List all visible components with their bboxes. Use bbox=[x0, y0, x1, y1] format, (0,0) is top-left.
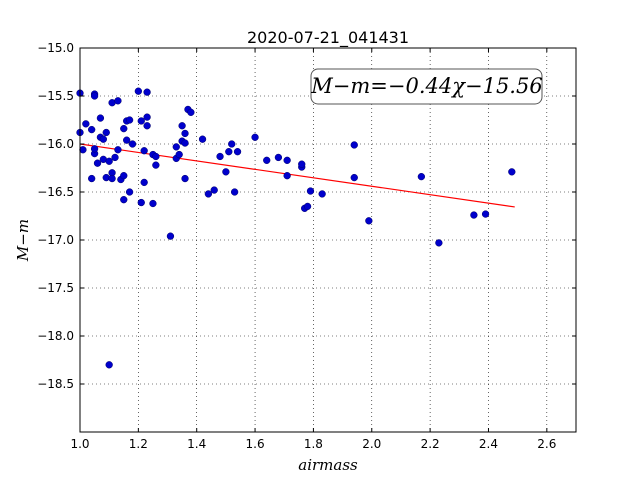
data-point bbox=[120, 124, 128, 133]
y-tick-label: −17.5 bbox=[37, 281, 74, 295]
x-tick-label: 2.4 bbox=[479, 437, 498, 451]
x-tick-label: 1.8 bbox=[304, 437, 323, 451]
data-point bbox=[166, 232, 175, 240]
y-tick-label: −15.5 bbox=[37, 89, 74, 103]
data-point bbox=[96, 114, 105, 122]
data-point bbox=[120, 196, 128, 204]
data-point bbox=[137, 198, 145, 207]
data-point bbox=[137, 117, 145, 125]
data-point bbox=[187, 108, 195, 116]
data-point bbox=[251, 133, 259, 141]
data-point bbox=[88, 174, 96, 183]
data-point bbox=[149, 199, 157, 208]
data-point bbox=[303, 202, 312, 211]
x-tick-label: 2.2 bbox=[421, 437, 440, 451]
data-point bbox=[90, 145, 99, 153]
data-point bbox=[125, 188, 134, 196]
data-point bbox=[283, 172, 291, 180]
data-point bbox=[263, 156, 271, 164]
data-point bbox=[481, 210, 490, 218]
data-point bbox=[365, 217, 373, 225]
x-tick-label: 1.6 bbox=[246, 437, 265, 451]
data-point bbox=[88, 125, 96, 134]
x-tick-label: 1.0 bbox=[70, 437, 89, 451]
x-tick-label: 2.6 bbox=[537, 437, 556, 451]
data-point bbox=[228, 140, 236, 148]
data-point bbox=[125, 116, 134, 124]
data-point bbox=[172, 143, 180, 151]
data-point bbox=[120, 172, 128, 180]
data-point bbox=[306, 187, 315, 195]
data-point bbox=[225, 148, 233, 156]
data-point bbox=[140, 147, 148, 155]
y-axis-label: M−m bbox=[14, 219, 32, 262]
data-point bbox=[99, 135, 107, 143]
data-point bbox=[152, 152, 160, 161]
y-tick-label: −18.5 bbox=[37, 377, 74, 391]
data-point bbox=[470, 211, 478, 219]
data-point bbox=[134, 87, 143, 95]
data-point bbox=[350, 141, 358, 149]
y-tick-label: −16.0 bbox=[37, 137, 74, 151]
data-point bbox=[105, 157, 113, 165]
data-point bbox=[204, 190, 213, 198]
data-point bbox=[114, 97, 122, 105]
data-point bbox=[93, 159, 102, 167]
x-tick-label: 1.4 bbox=[187, 437, 206, 451]
data-point bbox=[181, 174, 189, 183]
data-point bbox=[79, 146, 87, 154]
y-tick-label: −15.0 bbox=[37, 41, 74, 55]
data-point bbox=[178, 122, 186, 130]
data-point bbox=[318, 190, 326, 198]
y-tick-label: −16.5 bbox=[37, 185, 74, 199]
data-point bbox=[175, 150, 183, 159]
chart-title: 2020-07-21_041431 bbox=[247, 28, 409, 48]
data-point bbox=[233, 148, 242, 156]
data-point bbox=[152, 161, 160, 169]
data-point bbox=[198, 135, 207, 143]
y-tick-label: −17.0 bbox=[37, 233, 74, 247]
data-point bbox=[274, 153, 283, 162]
data-point bbox=[114, 146, 122, 154]
data-point bbox=[105, 361, 113, 369]
data-point bbox=[123, 136, 131, 144]
x-tick-label: 2.0 bbox=[362, 437, 381, 451]
data-point bbox=[143, 122, 151, 130]
tick-labels: 1.0 1.2 1.4 1.6 1.8 2.0 2.2 2.4 2.6 −15.0 −15.5 −16… bbox=[37, 41, 556, 451]
data-point bbox=[82, 120, 90, 128]
data-point bbox=[143, 113, 151, 121]
data-point bbox=[435, 239, 443, 247]
annotation-box bbox=[310, 68, 543, 105]
data-point bbox=[222, 168, 230, 176]
data-point bbox=[181, 139, 189, 147]
data-point bbox=[90, 92, 99, 100]
data-point bbox=[181, 129, 189, 138]
data-point bbox=[111, 153, 119, 162]
data-point bbox=[210, 186, 218, 194]
data-point bbox=[283, 156, 291, 164]
data-point bbox=[140, 178, 148, 187]
data-point bbox=[128, 140, 137, 148]
ticks bbox=[79, 47, 576, 432]
data-point bbox=[102, 128, 110, 137]
fit-annotation: M−m=−0.44χ−15.56 bbox=[310, 74, 542, 98]
data-point bbox=[216, 152, 224, 161]
data-point bbox=[417, 172, 426, 181]
data-point bbox=[350, 173, 358, 182]
data-point bbox=[298, 160, 306, 168]
data-point bbox=[230, 188, 239, 196]
x-axis-label: airmass bbox=[298, 456, 358, 474]
data-point bbox=[143, 88, 151, 96]
data-point bbox=[108, 174, 116, 183]
data-point bbox=[508, 168, 516, 176]
x-tick-label: 1.2 bbox=[129, 437, 148, 451]
points-layer bbox=[76, 87, 516, 369]
y-tick-label: −18.0 bbox=[37, 329, 74, 343]
